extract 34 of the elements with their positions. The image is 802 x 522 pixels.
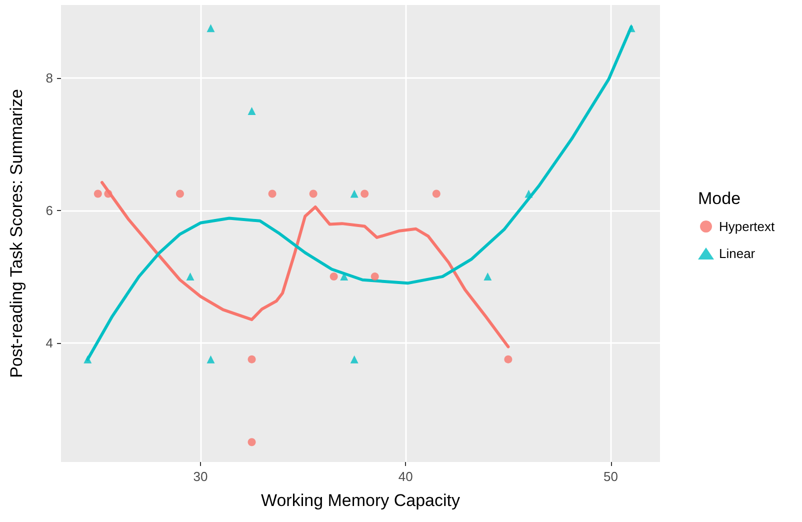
point [268,190,276,198]
point [104,190,112,198]
legend-label: Linear [719,246,756,261]
y-tick-label: 4 [46,335,53,350]
legend-title: Mode [698,189,741,208]
point [206,24,215,32]
point [248,355,256,364]
x-axis-title: Working Memory Capacity [260,491,461,510]
point [360,190,369,198]
point [248,106,256,115]
line-series [100,181,510,348]
point [524,190,533,198]
point [186,272,194,281]
point [432,190,440,198]
legend-label: Hypertext [719,219,776,234]
y-tick-label: 6 [46,202,53,218]
point [206,355,215,364]
point [309,190,318,198]
point [627,24,636,32]
x-tick-label: 40 [398,469,413,484]
point [248,438,256,446]
y-axis-title: Post-reading Task Scores: Summarize [7,89,26,378]
point [350,190,358,198]
x-tick-label: 30 [193,469,208,484]
point [484,272,492,281]
point [350,355,358,364]
point [370,272,379,281]
point [94,190,102,198]
point [330,272,338,281]
point [504,355,512,364]
x-tick-label: 50 [604,469,618,484]
y-tick-label: 8 [46,70,53,86]
point [84,355,92,364]
point [176,190,184,198]
